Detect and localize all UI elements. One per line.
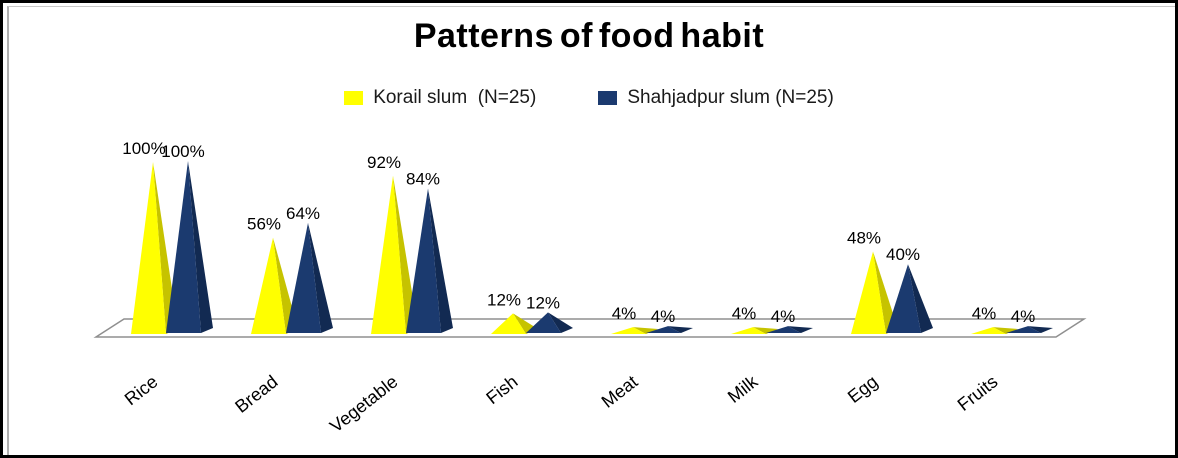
- data-label-vegetable-s1: 92%: [367, 153, 401, 172]
- axis-label-fish: Fish: [482, 371, 521, 408]
- data-label-meat-s2: 4%: [651, 307, 676, 326]
- bar-milk-s2: [766, 326, 801, 333]
- bar-milk-s1: [731, 327, 766, 334]
- bar-egg-s1: [851, 251, 886, 334]
- data-label-milk-s2: 4%: [771, 307, 796, 326]
- legend: Korail slum (N=25) Shahjadpur slum (N=25…: [3, 87, 1175, 109]
- data-label-bread-s1: 56%: [247, 215, 281, 234]
- data-label-milk-s1: 4%: [732, 304, 757, 323]
- bar-meat-s2: [646, 326, 681, 333]
- data-label-rice-s1: 100%: [122, 139, 165, 158]
- bar-fruits-s1: [971, 327, 1006, 334]
- bar-vegetable-s2: [406, 188, 441, 333]
- data-label-egg-s1: 48%: [847, 228, 881, 247]
- axis-label-vegetable: Vegetable: [326, 371, 401, 436]
- plot-svg: Rice Bread Vegetable Fish Meat Milk Egg Fruits 1…: [93, 139, 1087, 436]
- legend-label-shahjadpur: Shahjadpur slum (N=25): [627, 87, 834, 108]
- bar-fruits-s2-side: [1028, 326, 1053, 333]
- bar-fish-s1: [491, 313, 526, 334]
- legend-item-korail: Korail slum (N=25): [344, 87, 536, 109]
- chart-title: Patterns of food habit: [413, 17, 765, 55]
- bar-egg-s1-side: [873, 251, 898, 334]
- data-label-fish-s1: 12%: [487, 290, 521, 309]
- axis-label-meat: Meat: [598, 371, 642, 411]
- bar-meat-s1-side: [633, 327, 658, 334]
- bar-meat-s2-side: [668, 326, 693, 333]
- axis-label-bread: Bread: [231, 371, 281, 416]
- data-label-rice-s2: 100%: [161, 142, 204, 161]
- bar-fruits-s1-side: [993, 327, 1018, 334]
- bar-fish-s2: [526, 312, 561, 333]
- bar-milk-s2-side: [788, 326, 813, 333]
- bar-rice-s2-side: [188, 161, 213, 333]
- axis-label-rice: Rice: [121, 371, 162, 409]
- bar-bread-s2: [286, 222, 321, 333]
- data-label-vegetable-s2: 84%: [406, 170, 440, 189]
- data-label-meat-s1: 4%: [612, 304, 637, 323]
- data-label-fruits-s1: 4%: [972, 304, 997, 323]
- legend-swatch-shahjadpur: [598, 91, 618, 105]
- bar-milk-s1-side: [753, 327, 778, 334]
- data-label-egg-s2: 40%: [886, 245, 920, 264]
- bar-vegetable-s1: [371, 175, 406, 334]
- plot-root: Rice Bread Vegetable Fish Meat Milk Egg Fruits 1…: [93, 139, 1087, 436]
- bar-vegetable-s1-side: [393, 175, 418, 334]
- axis-label-egg: Egg: [844, 371, 882, 406]
- data-label-fish-s2: 12%: [526, 293, 560, 312]
- bar-fruits-s2: [1006, 326, 1041, 333]
- bar-egg-s2-side: [908, 264, 933, 333]
- axis-label-fruits: Fruits: [954, 371, 1002, 414]
- legend-item-shahjadpur: Shahjadpur slum (N=25): [598, 87, 834, 109]
- axis-label-milk: Milk: [724, 371, 762, 407]
- bar-meat-s1: [611, 327, 646, 334]
- chart-floor: [93, 318, 1087, 338]
- data-label-bread-s2: 64%: [286, 204, 320, 223]
- bar-rice-s1: [131, 162, 166, 334]
- data-label-fruits-s2: 4%: [1011, 307, 1036, 326]
- bar-rice-s2: [166, 161, 201, 333]
- bar-fish-s2-side: [548, 312, 573, 333]
- legend-label-korail: Korail slum (N=25): [373, 87, 537, 108]
- bar-bread-s1: [251, 237, 286, 334]
- bar-vegetable-s2-side: [428, 188, 453, 333]
- bar-egg-s2: [886, 264, 921, 333]
- bar-bread-s2-side: [308, 222, 333, 333]
- legend-swatch-korail: [344, 91, 364, 105]
